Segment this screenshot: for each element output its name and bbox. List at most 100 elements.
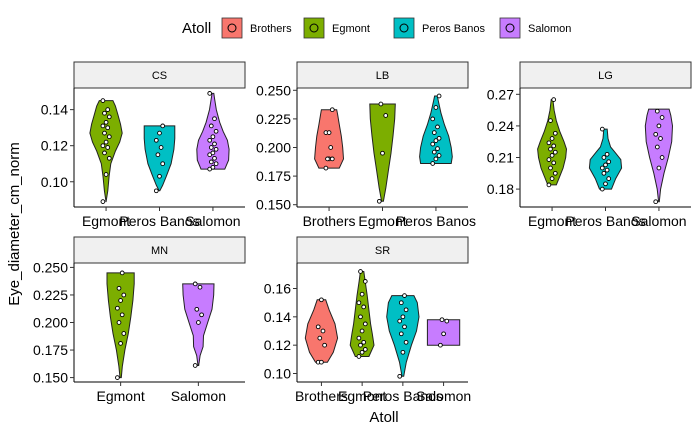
data-point <box>194 306 200 312</box>
data-point <box>325 156 330 162</box>
x-tick-label: Peros Banos <box>396 213 476 229</box>
data-point <box>654 144 660 150</box>
data-point <box>103 172 109 177</box>
data-point <box>601 170 607 176</box>
data-point <box>192 363 198 368</box>
strip-sr <box>296 236 469 264</box>
data-point <box>430 116 436 122</box>
data-point <box>431 149 437 155</box>
data-point <box>199 312 204 318</box>
panel-mn: MN 0.150 0.175 0.200 0.225 0.250 Egmont Salomon <box>33 236 246 404</box>
strip-label-mn: MN <box>151 245 168 257</box>
violin-salomon <box>644 108 674 203</box>
data-point <box>212 141 217 147</box>
data-point <box>115 375 120 380</box>
data-point <box>359 291 365 297</box>
data-point <box>329 107 335 113</box>
x-tick-label: Egmont <box>82 213 130 229</box>
legend-key-egmont <box>303 17 325 39</box>
data-point <box>358 342 363 348</box>
legend-key-brothers <box>221 17 243 39</box>
data-point <box>601 155 607 160</box>
data-point <box>322 342 327 348</box>
data-point <box>433 138 439 143</box>
strip-label-lg: LG <box>598 70 613 82</box>
data-point <box>155 152 161 158</box>
data-point <box>402 324 407 330</box>
legend-key-point-egmont <box>309 23 319 33</box>
data-point <box>121 292 127 298</box>
data-point <box>160 161 166 167</box>
data-point <box>606 159 612 165</box>
data-point <box>436 153 442 158</box>
data-point <box>326 130 332 135</box>
data-point <box>604 151 610 157</box>
data-point <box>103 119 109 125</box>
data-point <box>212 116 217 122</box>
y-tick-label: 0.225 <box>256 111 291 127</box>
data-point <box>118 341 123 346</box>
strip-label-cs: CS <box>152 70 167 82</box>
y-tick-label: 0.150 <box>256 197 291 213</box>
strip-label-lb: LB <box>376 70 389 82</box>
x-tick-label: Salomon <box>416 388 471 404</box>
legend-label-egmont: Egmont <box>332 23 370 35</box>
legend-label-salomon: Salomon <box>528 23 571 35</box>
data-point <box>100 98 106 103</box>
legend-key-salomon <box>499 17 521 39</box>
data-point <box>153 188 159 194</box>
data-point <box>659 115 665 120</box>
y-tick-label: 0.225 <box>33 287 68 303</box>
data-point <box>115 305 120 311</box>
data-point <box>376 198 382 204</box>
data-point <box>116 285 122 291</box>
data-point <box>207 137 213 143</box>
data-point <box>323 165 329 171</box>
legend-key-point-salomon <box>505 23 515 33</box>
strip-cs <box>73 61 246 89</box>
strip-mn <box>73 236 246 264</box>
data-point <box>212 155 217 161</box>
data-point <box>102 150 107 156</box>
data-point <box>210 164 216 170</box>
data-point <box>103 139 109 145</box>
data-point <box>653 131 659 137</box>
data-point <box>603 162 608 168</box>
data-point <box>435 124 440 130</box>
y-tick-label: 0.16 <box>264 281 291 297</box>
y-tick-label: 0.10 <box>41 174 68 190</box>
data-point <box>603 181 608 187</box>
violin-egmont <box>537 99 568 186</box>
violin-peros-banos <box>143 125 176 192</box>
data-point <box>359 328 365 334</box>
data-point <box>551 160 557 166</box>
strip-lb <box>296 61 469 89</box>
data-point <box>383 113 389 118</box>
y-tick-label: 0.10 <box>264 366 291 382</box>
legend-key-point-peros-banos <box>399 23 409 33</box>
legend: Atoll Brothers Egmont Peros Banos Salomon <box>182 17 571 39</box>
y-tick-label: 0.14 <box>264 309 291 325</box>
y-tick-label: 0.27 <box>487 86 514 102</box>
data-point <box>430 141 436 147</box>
data-point <box>599 165 605 171</box>
panel-lb: LB 0.150 0.175 0.200 0.225 0.250 Brothers Egmon… <box>256 61 476 229</box>
data-point <box>658 136 663 141</box>
data-point <box>548 118 553 123</box>
y-tick-label: 0.24 <box>487 118 514 134</box>
data-point <box>102 110 107 116</box>
data-point <box>106 155 112 161</box>
data-point <box>328 145 334 150</box>
data-point <box>356 354 362 359</box>
data-point <box>430 161 436 166</box>
data-point <box>549 176 555 181</box>
x-tick-label: Salomon <box>185 213 240 229</box>
y-tick-label: 0.21 <box>487 150 514 166</box>
data-point <box>317 335 323 341</box>
x-tick-label: Peros Banos <box>363 388 443 404</box>
data-point <box>548 165 553 171</box>
data-point <box>552 170 558 176</box>
x-tick-label: Egmont <box>358 213 406 229</box>
